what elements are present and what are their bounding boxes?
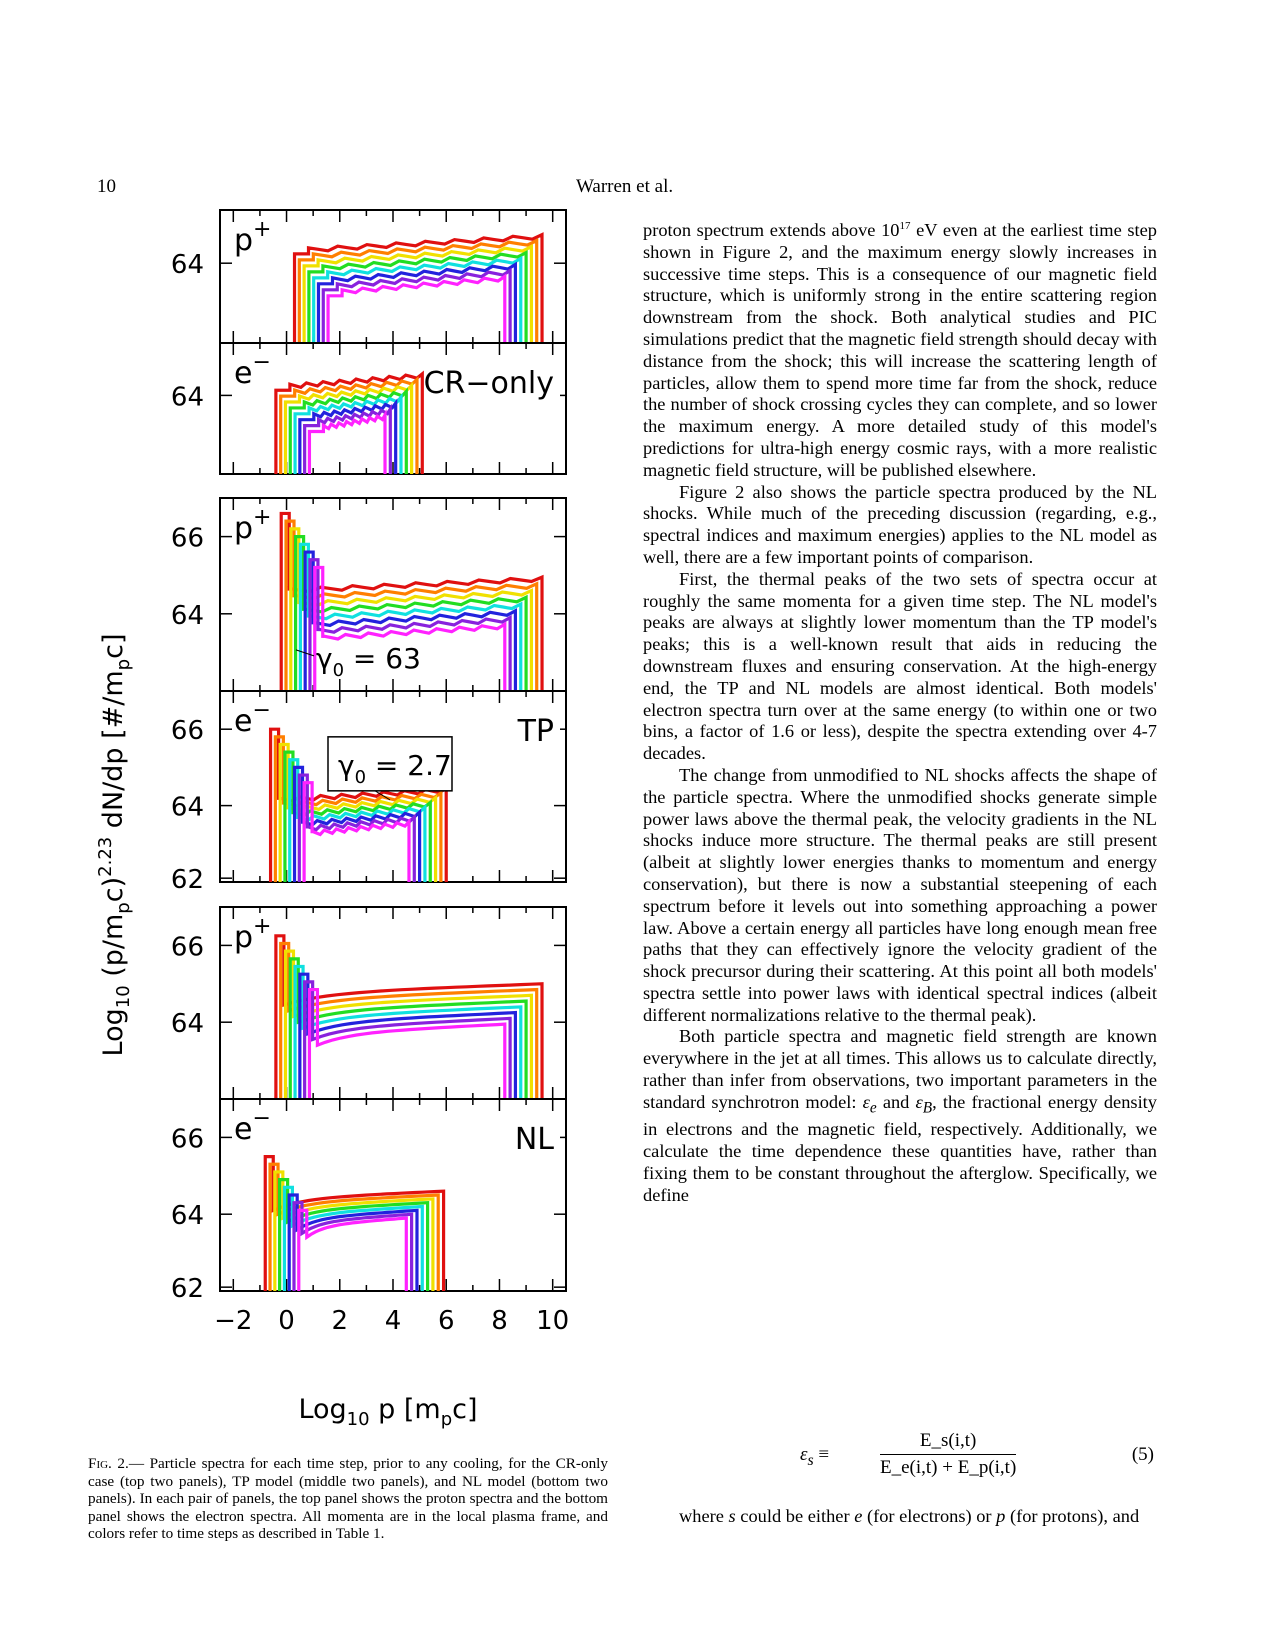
- y-axis-label: Log10 (p/mpc)2.23 dN/dp [#/mpc]: [95, 634, 134, 1057]
- case-label-bg: [427, 363, 560, 399]
- spectrum-panel-5: 66 64 p+: [171, 906, 567, 1100]
- spectrum-curve: [298, 972, 518, 1100]
- spectrum-panel-2: 64 e− CR−only: [171, 342, 567, 475]
- x-tick-label: 2: [331, 1306, 348, 1336]
- spectrum-curve: [293, 392, 403, 475]
- spectrum-curve: [302, 781, 411, 883]
- running-head: Warren et al.: [576, 176, 674, 197]
- y-tick-label: 64: [171, 1009, 204, 1039]
- spectrum-curve: [307, 409, 387, 475]
- spectrum-panel-3: 66 64 p+ γ0 = 63: [171, 497, 567, 692]
- spectrum-curve: [303, 403, 392, 475]
- paragraph-3: First, the thermal peaks of the two sets…: [643, 568, 1157, 764]
- spectrum-curve: [303, 980, 512, 1100]
- species-label: p+: [234, 914, 271, 955]
- spectrum-curve: [283, 381, 414, 475]
- spectrum-curve: [288, 387, 408, 475]
- x-tick-label: 8: [491, 1306, 508, 1336]
- spectrum-curve: [321, 267, 512, 344]
- caption-label: Fig. 2.: [88, 1455, 129, 1472]
- paragraph-1: proton spectrum extends above 1017 eV ev…: [643, 219, 1157, 480]
- y-tick-label: 64: [171, 793, 204, 823]
- spectrum-curve: [326, 273, 507, 344]
- equation-number: (5): [1131, 1444, 1154, 1465]
- spectrum-curve: [297, 238, 539, 344]
- x-tick-label: 4: [385, 1306, 402, 1336]
- annotation-pointer: [374, 790, 391, 801]
- x-tick-label: 10: [536, 1306, 569, 1336]
- species-label: e−: [234, 1106, 271, 1147]
- x-tick-label: 0: [278, 1306, 295, 1336]
- paragraph-2: Figure 2 also shows the particle spectra…: [643, 481, 1157, 567]
- body-text-column: proton spectrum extends above 1017 eV ev…: [643, 220, 1157, 1207]
- spectrum-panel-1: 64 p+: [171, 209, 567, 344]
- spectrum-curve: [307, 987, 507, 1100]
- paragraph-after-equation: where s could be either e (for electrons…: [679, 1506, 1140, 1526]
- y-tick-label: 66: [171, 524, 204, 554]
- spectrum-curve: [279, 941, 539, 1100]
- case-label: NL: [515, 1122, 554, 1157]
- annotation-box: [327, 736, 453, 792]
- spectrum-curve: [279, 376, 419, 475]
- spectrum-curve: [302, 243, 533, 343]
- y-tick-label: 64: [171, 250, 204, 280]
- paragraph-4: The change from unmodified to NL shocks …: [643, 764, 1157, 1025]
- annotation-pointer: [295, 649, 315, 657]
- spectrum-curve: [313, 565, 507, 692]
- x-tick-label: 6: [438, 1306, 455, 1336]
- page-number: 10: [97, 176, 116, 197]
- gamma-annotation: γ0 = 2.7: [338, 749, 452, 788]
- species-label: p+: [234, 505, 271, 546]
- species-label: e−: [234, 350, 271, 391]
- equation-lhs: εs ≡: [800, 1444, 830, 1469]
- spectrum-panel-6: 66 64 62 e− NL: [171, 1098, 567, 1304]
- spectrum-curve: [312, 255, 523, 344]
- spectrum-curve: [292, 232, 544, 344]
- x-axis-label: Log10 p [mpc]: [298, 1394, 477, 1430]
- case-label-bg: [512, 711, 560, 747]
- y-tick-label: 64: [171, 601, 204, 631]
- spectrum-curve: [298, 398, 398, 475]
- y-tick-label: 62: [171, 865, 204, 895]
- caption-text: — Particle spectra for each time step, p…: [88, 1455, 608, 1543]
- spectrum-curve: [274, 370, 424, 475]
- spectrum-curve: [297, 1208, 408, 1292]
- y-tick-label: 66: [171, 932, 204, 962]
- equation-denominator: E_e(i,t) + E_p(i,t): [880, 1457, 1017, 1478]
- gamma-annotation: γ0 = 63: [316, 642, 421, 681]
- y-tick-label: 66: [171, 1124, 204, 1154]
- y-tick-label: 64: [171, 1201, 204, 1231]
- spectrum-curve: [307, 249, 528, 344]
- species-label: p+: [234, 217, 271, 258]
- species-label: e−: [234, 698, 271, 739]
- case-label-bg: [512, 1119, 560, 1155]
- equation-fraction: E_s(i,t) E_e(i,t) + E_p(i,t): [880, 1430, 1017, 1479]
- y-tick-label: 62: [171, 1274, 204, 1304]
- y-tick-label: 66: [171, 716, 204, 746]
- equation-5: εs ≡ E_s(i,t) E_e(i,t) + E_p(i,t) (5): [800, 1430, 1160, 1490]
- case-label: TP: [517, 714, 554, 749]
- case-label: CR−only: [424, 366, 554, 401]
- spectrum-curve: [303, 550, 518, 692]
- equation-numerator: E_s(i,t): [880, 1430, 1017, 1455]
- x-tick-label: −2: [214, 1306, 252, 1336]
- spectrum-curve: [316, 261, 518, 344]
- y-tick-label: 64: [171, 382, 204, 412]
- figure-caption: Fig. 2.— Particle spectra for each time …: [88, 1455, 608, 1543]
- paragraph-5: Both particle spectra and magnetic field…: [643, 1026, 1157, 1205]
- spectrum-curve: [308, 558, 512, 692]
- spectrum-panel-4: 66 64 62 e− TP γ0 = 2.7: [171, 690, 567, 895]
